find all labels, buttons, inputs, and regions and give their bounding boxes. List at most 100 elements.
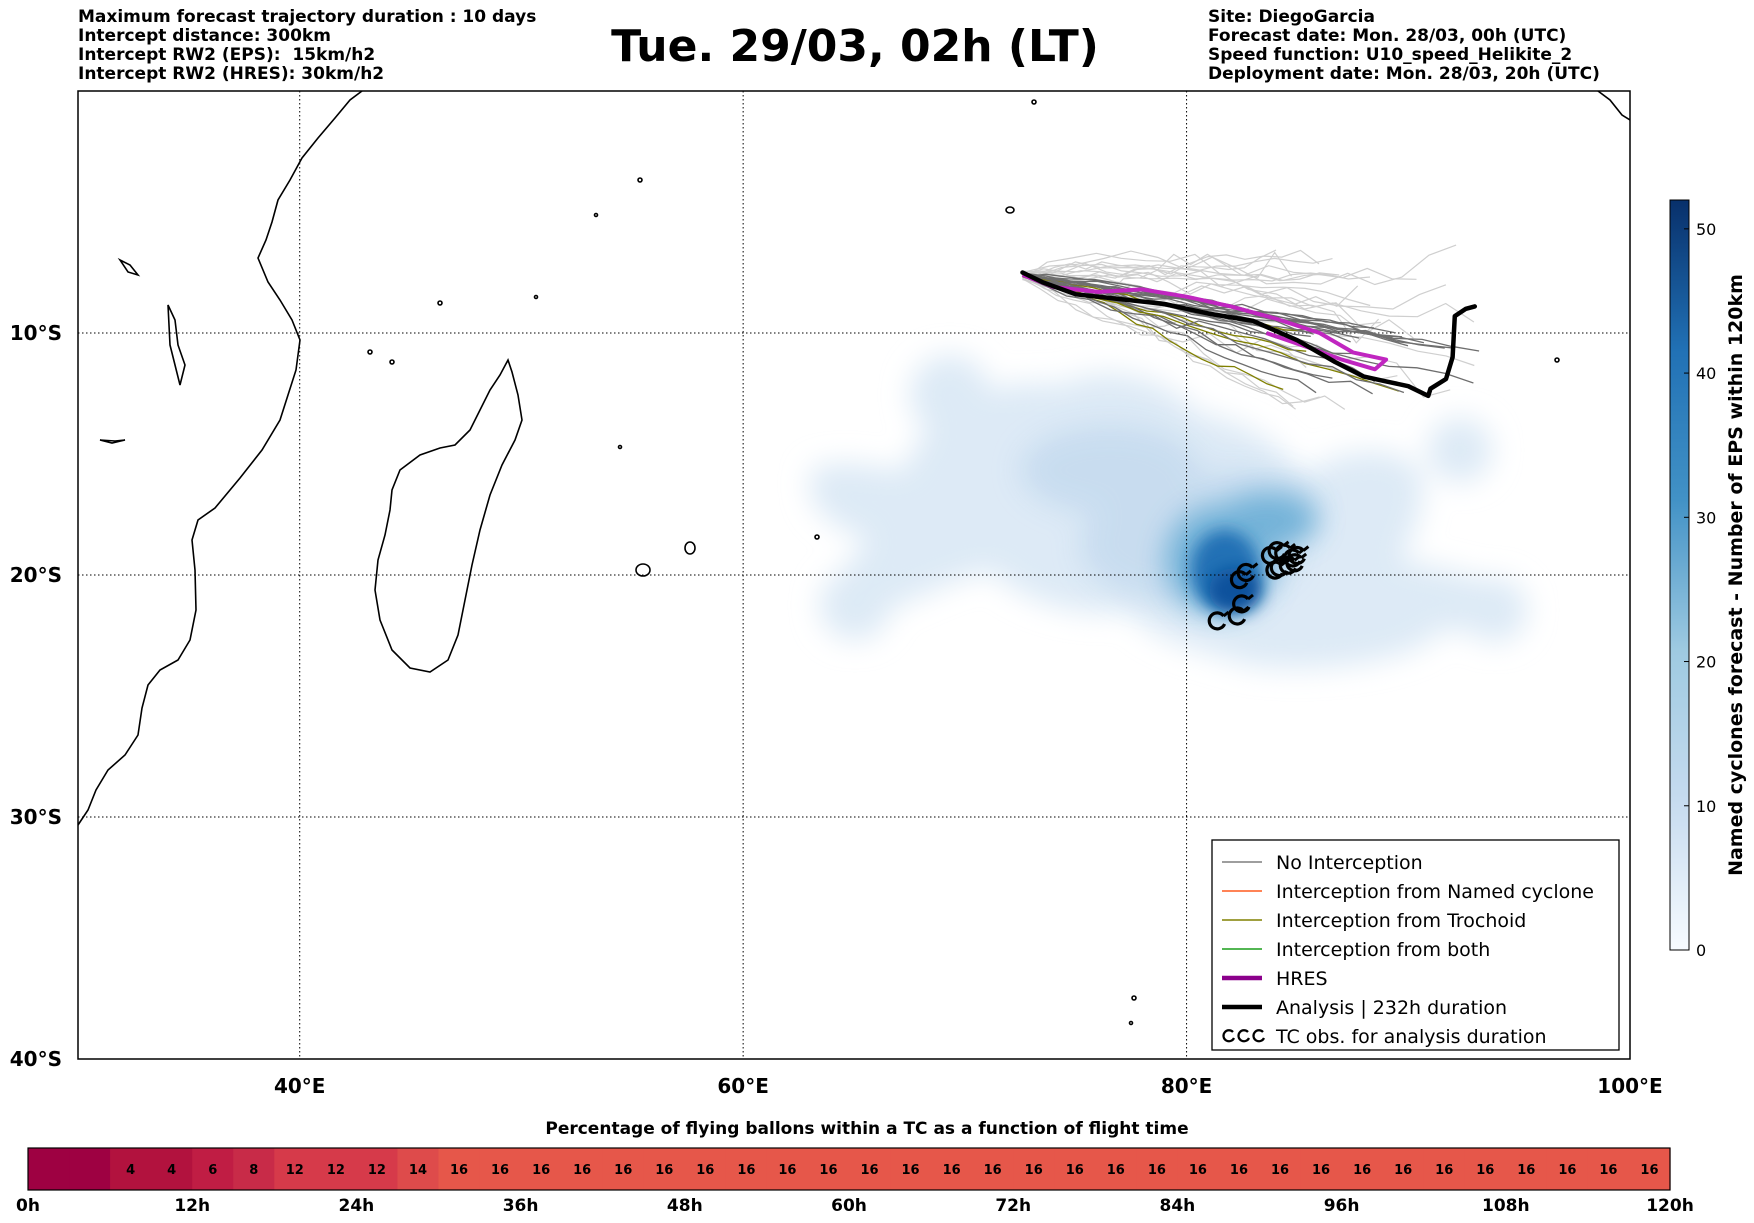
percentage-x-tick-label: 0h [16,1196,40,1216]
x-tick-label: 80°E [1161,1074,1213,1098]
percentage-cell-value: 16 [1189,1163,1207,1178]
percentage-cell [192,1148,234,1190]
y-tick-label: 40°S [10,1047,62,1071]
percentage-cell [1587,1148,1630,1190]
percentage-cell [1505,1148,1548,1190]
eps-trajectory-line [1022,263,1340,288]
percentage-cell [1177,1148,1220,1190]
header-line-rw2-eps: Intercept RW2 (EPS): 15km/h2 [78,45,376,65]
header-left-info: Maximum forecast trajectory duration : 1… [78,8,536,84]
percentage-cell-value: 12 [368,1163,386,1178]
percentage-bar-title: Percentage of flying ballons within a TC… [545,1119,1188,1139]
eps-trajectory-line [1022,275,1376,383]
percentage-cell [725,1148,768,1190]
percentage-x-tick-label: 108h [1482,1196,1530,1216]
tc-observation-symbol [1229,569,1252,590]
percentage-cell [766,1148,809,1190]
colorbar-tick-label: 40 [1696,364,1716,383]
percentage-cell-value: 6 [208,1163,217,1178]
percentage-cell [1095,1148,1137,1190]
reunion-island [635,563,651,577]
percentage-cell-value: 16 [1517,1163,1535,1178]
percentage-cell-value: 16 [696,1163,714,1178]
percentage-cell [931,1148,973,1190]
header-line-deployment-date: Deployment date: Mon. 28/03, 20h (UTC) [1208,64,1600,84]
y-tick-label: 10°S [10,321,62,345]
percentage-cell-value: 16 [1271,1163,1289,1178]
x-tick-label: 60°E [717,1074,769,1098]
percentage-cell [561,1148,604,1190]
eps-trajectory-line [1022,264,1475,323]
header-line-intercept-distance: Intercept distance: 300km [78,26,331,46]
lake-outline-2 [117,257,141,277]
percentage-x-tick-label: 24h [339,1196,375,1216]
percentage-cell-value: 16 [819,1163,837,1178]
percentage-cell-value: 16 [532,1163,550,1178]
percentage-cell [1054,1148,1096,1190]
percentage-cell-value: 16 [1476,1163,1494,1178]
percentage-cell [315,1148,357,1190]
percentage-cell [890,1148,932,1190]
map-legend: No Interception Interception from Named c… [1211,839,1620,1051]
legend-box [1211,839,1620,1051]
percentage-bar-frame [27,1147,1671,1191]
percentage-cell [684,1148,727,1190]
legend-label: HRES [1276,968,1328,990]
percentage-cell [397,1148,440,1190]
lake-outline-3 [99,439,126,444]
eps-trajectory-line [1022,275,1445,349]
percentage-cell [1013,1148,1055,1190]
tc-observation-symbol [1265,560,1288,580]
map-y-axis: 10°S 20°S 30°S 40°S [10,321,62,1071]
legend-tc-icon [1252,1029,1266,1043]
eps-trajectory-line [1022,278,1307,368]
colorbar-tick-label: 0 [1696,941,1706,960]
percentage-x-tick-label: 72h [995,1196,1031,1216]
hres-trajectory [1021,273,1389,372]
percentage-x-tick-label: 120h [1646,1196,1694,1216]
map-frame [77,90,1631,1060]
percentage-cell-value: 16 [902,1163,920,1178]
header-line-forecast-date: Forecast date: Mon. 28/03, 00h (UTC) [1208,26,1567,46]
legend-label: Analysis | 232h duration [1276,997,1507,1019]
coastlines [78,91,1630,1026]
percentage-cell-value: 16 [1066,1163,1084,1178]
y-tick-label: 20°S [10,563,62,587]
tc-observation-symbol [1207,610,1230,631]
percentage-cell-value: 16 [1394,1163,1412,1178]
legend-entry: Interception from Trochoid [1222,910,1526,932]
percentage-cell-value: 16 [943,1163,961,1178]
percentage-cell [274,1148,316,1190]
percentage-cell-value: 16 [1148,1163,1166,1178]
header-right-info: Site: DiegoGarcia Forecast date: Mon. 28… [1208,8,1600,84]
percentage-cell [849,1148,891,1190]
percentage-cell [28,1148,70,1190]
percentage-cell [356,1148,399,1190]
percentage-cell-value: 16 [614,1163,632,1178]
percentage-cell [520,1148,563,1190]
legend-entry: Interception from both [1222,939,1490,961]
percentage-cell [1546,1148,1589,1190]
flight-time-percentage-bar: Percentage of flying ballons within a TC… [16,1119,1694,1216]
legend-entry: No Interception [1222,852,1423,874]
percentage-cell-value: 16 [1599,1163,1617,1178]
percentage-cell [233,1148,275,1190]
percentage-cell [1464,1148,1507,1190]
percentage-cell [643,1148,686,1190]
percentage-cell-value: 4 [126,1163,135,1178]
header-line-site: Site: DiegoGarcia [1208,7,1375,27]
legend-tc-icon [1222,1029,1236,1043]
percentage-x-tick-label: 96h [1324,1196,1360,1216]
percentage-cell-value: 16 [491,1163,509,1178]
percentage-cell [1341,1148,1384,1190]
colorbar-tick-label: 20 [1696,653,1716,672]
tc-observations [1207,540,1310,631]
header-line-speed-function: Speed function: U10_speed_Helikite_2 [1208,45,1573,65]
percentage-cell-value: 16 [737,1163,755,1178]
analysis-trajectory [1020,270,1478,399]
percentage-cell [807,1148,850,1190]
mauritius-island [684,541,696,555]
diego-garcia-area [1005,206,1015,214]
madagascar-coastline [374,357,523,673]
